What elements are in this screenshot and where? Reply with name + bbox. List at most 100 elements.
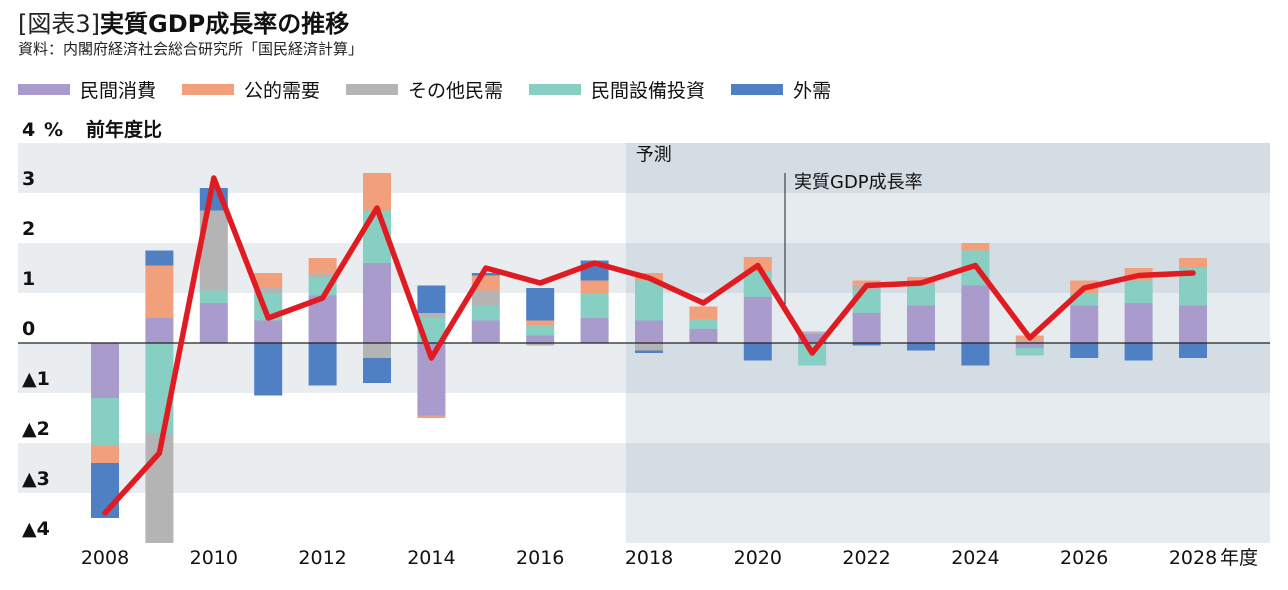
bar-segment [798, 334, 827, 343]
forecast-label: 予測 [636, 145, 672, 166]
bar-segment [145, 343, 174, 433]
legend-label: 民間設備投資 [591, 80, 706, 102]
bar-segment [743, 343, 772, 361]
y-tick-label: 1 [22, 268, 35, 290]
bar-segment [254, 273, 283, 288]
legend-label: 外需 [793, 80, 832, 102]
x-tick-label: 2020 [734, 547, 782, 569]
bar-segment [1179, 343, 1207, 358]
bar-segment [961, 343, 990, 366]
bar-segment [417, 415, 446, 418]
forecast-band [625, 393, 1270, 443]
bar-segment [852, 313, 881, 343]
x-tick-label: 2028 [1169, 547, 1217, 569]
bar-segment [471, 273, 500, 276]
forecast-band [625, 143, 1270, 193]
bar-segment [961, 285, 990, 343]
y-unit-label: % [44, 119, 63, 141]
bar-segment [1124, 303, 1153, 343]
x-unit-label: 年度 [1220, 547, 1258, 569]
bar-segment [363, 358, 391, 383]
bar-segment [526, 343, 555, 346]
bar-segment [689, 329, 718, 343]
bar-segment [1070, 343, 1099, 358]
y-tick-label: ▲3 [22, 468, 50, 490]
bar-segment [635, 343, 663, 351]
bar-segment [254, 288, 283, 293]
bar-segment [363, 263, 391, 343]
bar-segment [689, 306, 718, 319]
bar-segment [907, 343, 935, 351]
bar-segment [1179, 258, 1207, 268]
legend-label: 公的需要 [244, 80, 321, 102]
x-tick-label: 2016 [516, 547, 564, 569]
legend-label: その他民需 [408, 80, 504, 102]
bar-segment [580, 318, 609, 343]
legend-item-external: 民間消費 [18, 76, 156, 103]
legend-item-consumption: 外需 [731, 76, 831, 103]
chart-title: [図表3]実質GDP成長率の推移 [18, 4, 349, 39]
bar-segment [635, 320, 663, 343]
legend-swatch [18, 84, 70, 95]
y-tick-label: 2 [22, 218, 35, 240]
forecast-band [625, 293, 1270, 343]
legend-label: 民間消費 [80, 80, 157, 102]
bar-segment [689, 319, 718, 329]
bar-segment [1070, 305, 1099, 343]
legend-item-capex: 民間設備投資 [529, 76, 705, 103]
bar-segment [1015, 340, 1044, 343]
legend: 民間消費 公的需要 その他民需 民間設備投資 外需 [18, 76, 857, 103]
bar-segment [1124, 280, 1153, 303]
forecast-band [625, 493, 1270, 543]
forecast-band [625, 243, 1270, 293]
x-tick-label: 2022 [842, 547, 890, 569]
forecast-band [625, 193, 1270, 243]
x-tick-label: 2026 [1060, 547, 1108, 569]
bar-segment [308, 343, 337, 386]
bar-segment [526, 288, 555, 321]
bar-segment [363, 173, 391, 211]
bar-segment [1015, 348, 1044, 356]
legend-swatch [731, 84, 784, 95]
bar-segment [526, 320, 555, 326]
forecast-band [625, 343, 1270, 393]
y-tick-label: ▲1 [22, 368, 50, 390]
x-tick-label: 2018 [625, 547, 673, 569]
bar-segment [91, 445, 119, 463]
bar-segment [471, 305, 500, 321]
bar-segment [526, 335, 555, 343]
bar-segment [1124, 343, 1153, 361]
y-tick-label: 0 [22, 318, 35, 340]
x-tick-label: 2010 [190, 547, 238, 569]
y-axis-caption: 前年度比 [86, 118, 162, 141]
bar-segment [743, 297, 772, 343]
bar-segment [1179, 305, 1207, 343]
bar-segment [471, 290, 500, 306]
bar-segment [254, 320, 283, 343]
source-note: 資料：内閣府経済社会総合研究所「国民経済計算」 [18, 40, 364, 58]
bar-segment [961, 243, 990, 251]
bar-segment [580, 280, 609, 293]
bar-segment [91, 463, 119, 518]
bar-segment [526, 325, 555, 336]
bar-segment [145, 318, 174, 343]
legend-item-other-private: その他民需 [346, 76, 503, 103]
bar-segment [580, 293, 609, 318]
bar-segment [635, 280, 663, 321]
bar-segment [417, 285, 446, 313]
legend-swatch [529, 84, 582, 95]
bar-segment [417, 313, 446, 318]
bar-segment [308, 273, 337, 278]
legend-item-public: 公的需要 [182, 76, 320, 103]
y-tick-label: 4 [22, 119, 35, 141]
bar-segment [907, 305, 935, 343]
gdp-growth-line [102, 175, 1196, 516]
figure-tag: [図表3] [18, 10, 100, 38]
bar-segment [145, 250, 174, 266]
y-tick-label: ▲2 [22, 418, 50, 440]
y-tick-label: ▲4 [22, 518, 50, 540]
x-tick-label: 2012 [298, 547, 346, 569]
bar-segment [91, 343, 119, 398]
legend-swatch [346, 84, 399, 95]
